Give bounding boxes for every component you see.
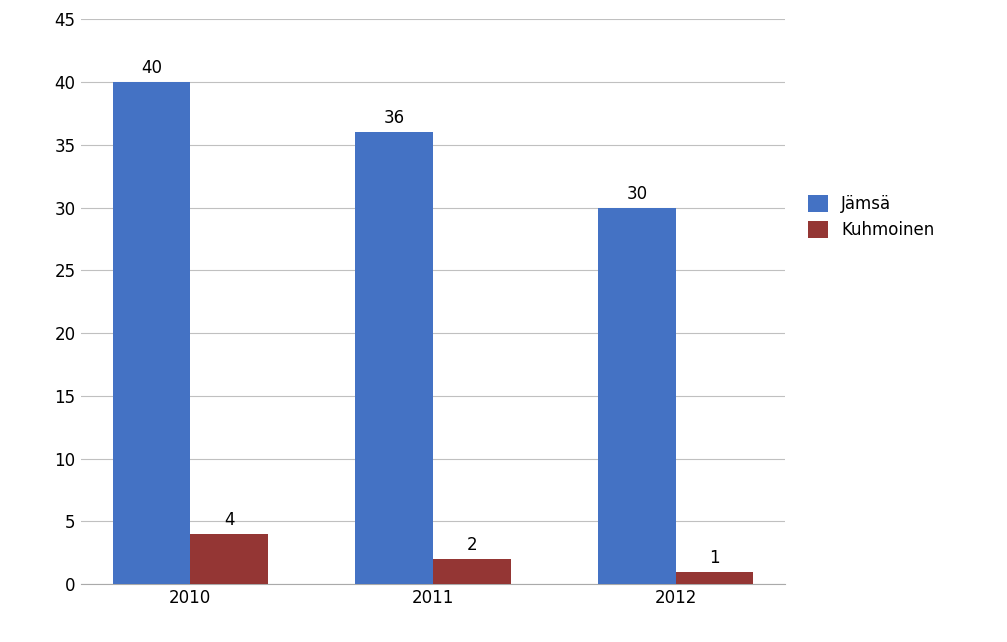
Bar — [676, 571, 753, 584]
Legend: Jämsä, Kuhmoinen: Jämsä, Kuhmoinen — [808, 195, 934, 239]
Text: 30: 30 — [626, 184, 648, 203]
Bar — [598, 207, 676, 584]
Text: 40: 40 — [141, 59, 162, 77]
Text: 2: 2 — [466, 536, 477, 554]
Bar — [433, 559, 511, 584]
Bar — [113, 82, 190, 584]
Text: 4: 4 — [224, 511, 235, 529]
Bar — [355, 132, 433, 584]
Text: 36: 36 — [384, 109, 405, 127]
Bar — [190, 534, 268, 584]
Text: 1: 1 — [709, 549, 720, 567]
